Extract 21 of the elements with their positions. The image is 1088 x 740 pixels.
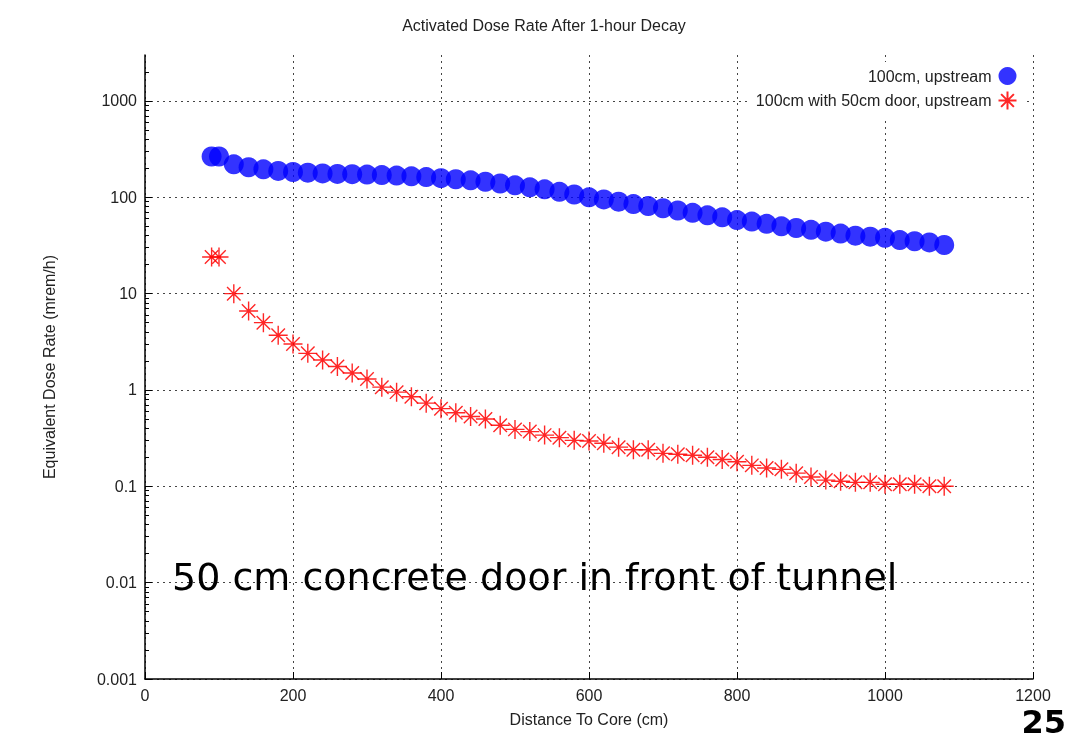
annotation: 50 cm concrete door in front of tunnel xyxy=(172,555,898,599)
x-tick-label: 0 xyxy=(140,686,150,704)
y-tick-label: 0.01 xyxy=(105,574,138,592)
legend-label: 100cm with 50cm door, upstream xyxy=(755,92,992,109)
y-tick-label: 0.001 xyxy=(96,670,138,688)
y-tick-label: 100 xyxy=(110,188,138,206)
text: 25 xyxy=(1021,703,1066,740)
legend-label: 100cm, upstream xyxy=(867,67,992,85)
x-tick-label: 1000 xyxy=(867,686,903,704)
y-tick-label: 1000 xyxy=(101,92,138,110)
x-axis-title: Distance To Core (cm) xyxy=(509,710,669,728)
chart-title: Activated Dose Rate After 1-hour Decay xyxy=(402,16,686,34)
y-tick-label: 1 xyxy=(128,381,138,399)
x-tick-label: 800 xyxy=(723,686,751,704)
x-tick-label: 1200 xyxy=(1015,686,1051,704)
y-tick-label: 0.1 xyxy=(114,477,138,495)
x-tick-label: 400 xyxy=(427,686,455,704)
y-axis-title: Equivalent Dose Rate (mrem/h) xyxy=(40,254,58,480)
x-tick-label: 200 xyxy=(279,686,307,704)
x-tick-label: 600 xyxy=(575,686,603,704)
y-tick-label: 10 xyxy=(119,285,138,303)
